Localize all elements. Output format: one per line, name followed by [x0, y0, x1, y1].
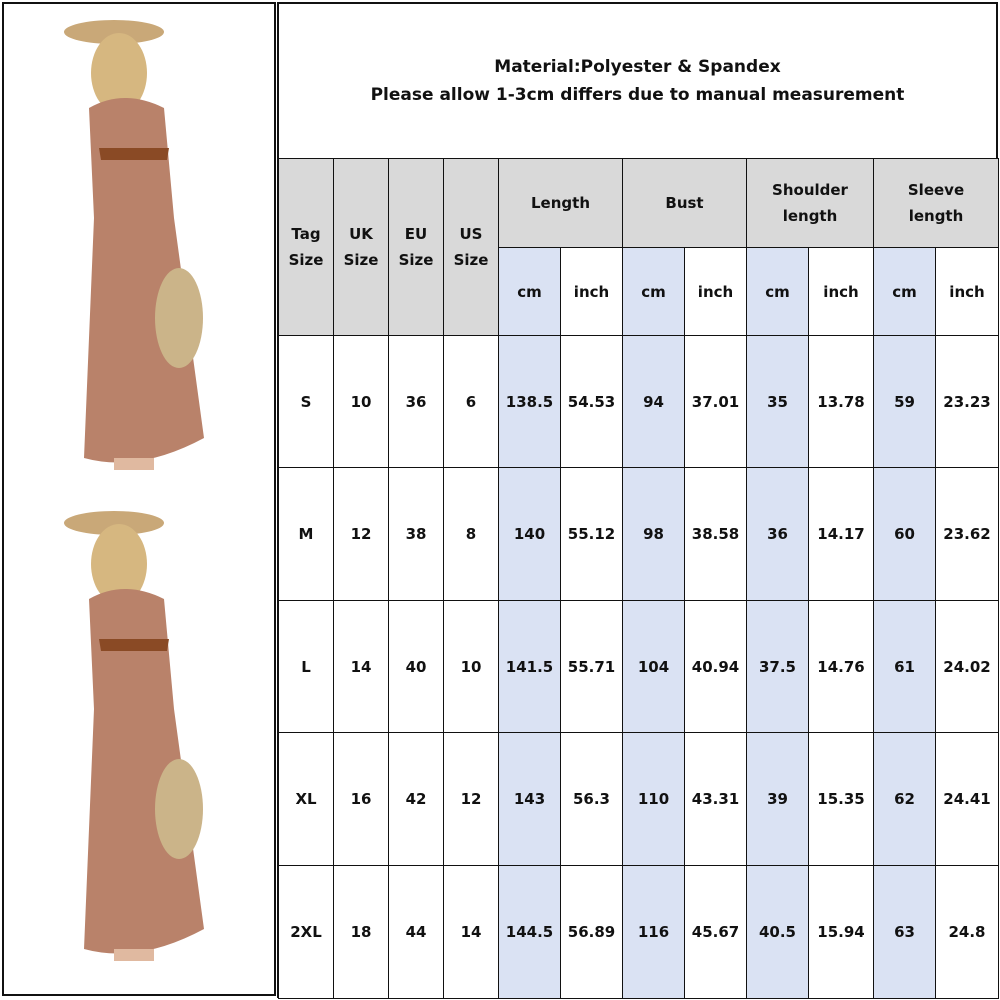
header-unit-inch: inch [935, 247, 999, 336]
table-cell: 143 [498, 732, 561, 866]
table-cell: 15.35 [808, 732, 874, 866]
table-cell: 56.3 [560, 732, 623, 866]
table-cell: M [278, 467, 334, 601]
table-cell: 55.71 [560, 600, 623, 733]
table-cell: 40.94 [684, 600, 747, 733]
table-cell: 24.41 [935, 732, 999, 866]
table-cell: S [278, 335, 334, 468]
table-cell: 59 [873, 335, 936, 468]
table-cell: 24.8 [935, 865, 999, 999]
table-cell: 138.5 [498, 335, 561, 468]
table-cell: 45.67 [684, 865, 747, 999]
table-cell: 37.01 [684, 335, 747, 468]
table-cell: 104 [622, 600, 685, 733]
header-unit-inch: inch [560, 247, 623, 336]
table-cell: 116 [622, 865, 685, 999]
table-cell: 38.58 [684, 467, 747, 601]
table-cell: 37.5 [746, 600, 809, 733]
header-unit-inch: inch [808, 247, 874, 336]
table-cell: 36 [746, 467, 809, 601]
table-cell: 39 [746, 732, 809, 866]
header-group: Sleeve length [873, 158, 999, 248]
table-cell: 38 [388, 467, 444, 601]
table-cell: 2XL [278, 865, 334, 999]
photo-panel [2, 2, 276, 996]
table-cell: 55.12 [560, 467, 623, 601]
header-uk-size: UK Size [333, 158, 389, 336]
table-cell: 10 [443, 600, 499, 733]
table-cell: 12 [333, 467, 389, 601]
table-cell: 10 [333, 335, 389, 468]
material-text: Material:Polyester & Spandex [494, 56, 781, 77]
table-cell: 36 [388, 335, 444, 468]
material-note: Material:Polyester & Spandex Please allo… [279, 4, 996, 157]
table-cell: 14 [443, 865, 499, 999]
table-cell: 18 [333, 865, 389, 999]
table-cell: 8 [443, 467, 499, 601]
table-cell: 44 [388, 865, 444, 999]
table-cell: 141.5 [498, 600, 561, 733]
model-photo [64, 511, 204, 961]
header-unit-inch: inch [684, 247, 747, 336]
table-cell: 42 [388, 732, 444, 866]
header-us-size: US Size [443, 158, 499, 336]
table-cell: 14 [333, 600, 389, 733]
header-unit-cm: cm [622, 247, 685, 336]
table-cell: 94 [622, 335, 685, 468]
table-cell: 14.76 [808, 600, 874, 733]
model-photo [64, 20, 204, 470]
table-cell: XL [278, 732, 334, 866]
table-cell: 15.94 [808, 865, 874, 999]
header-unit-cm: cm [746, 247, 809, 336]
header-eu-size: EU Size [388, 158, 444, 336]
table-cell: 60 [873, 467, 936, 601]
table-cell: 40 [388, 600, 444, 733]
table-cell: 12 [443, 732, 499, 866]
header-unit-cm: cm [873, 247, 936, 336]
table-cell: 63 [873, 865, 936, 999]
table-cell: L [278, 600, 334, 733]
header-group: Length [498, 158, 623, 248]
table-cell: 98 [622, 467, 685, 601]
table-cell: 110 [622, 732, 685, 866]
table-cell: 61 [873, 600, 936, 733]
table-cell: 54.53 [560, 335, 623, 468]
header-unit-cm: cm [498, 247, 561, 336]
table-cell: 24.02 [935, 600, 999, 733]
table-cell: 43.31 [684, 732, 747, 866]
header-group: Bust [622, 158, 747, 248]
table-cell: 14.17 [808, 467, 874, 601]
table-cell: 6 [443, 335, 499, 468]
table-cell: 40.5 [746, 865, 809, 999]
table-cell: 13.78 [808, 335, 874, 468]
table-cell: 56.89 [560, 865, 623, 999]
table-cell: 16 [333, 732, 389, 866]
measurement-note: Please allow 1-3cm differs due to manual… [370, 84, 905, 105]
table-cell: 62 [873, 732, 936, 866]
table-cell: 140 [498, 467, 561, 601]
table-cell: 35 [746, 335, 809, 468]
table-cell: 144.5 [498, 865, 561, 999]
header-group: Shoulder length [746, 158, 874, 248]
table-cell: 23.62 [935, 467, 999, 601]
table-cell: 23.23 [935, 335, 999, 468]
header-tag-size: Tag Size [278, 158, 334, 336]
